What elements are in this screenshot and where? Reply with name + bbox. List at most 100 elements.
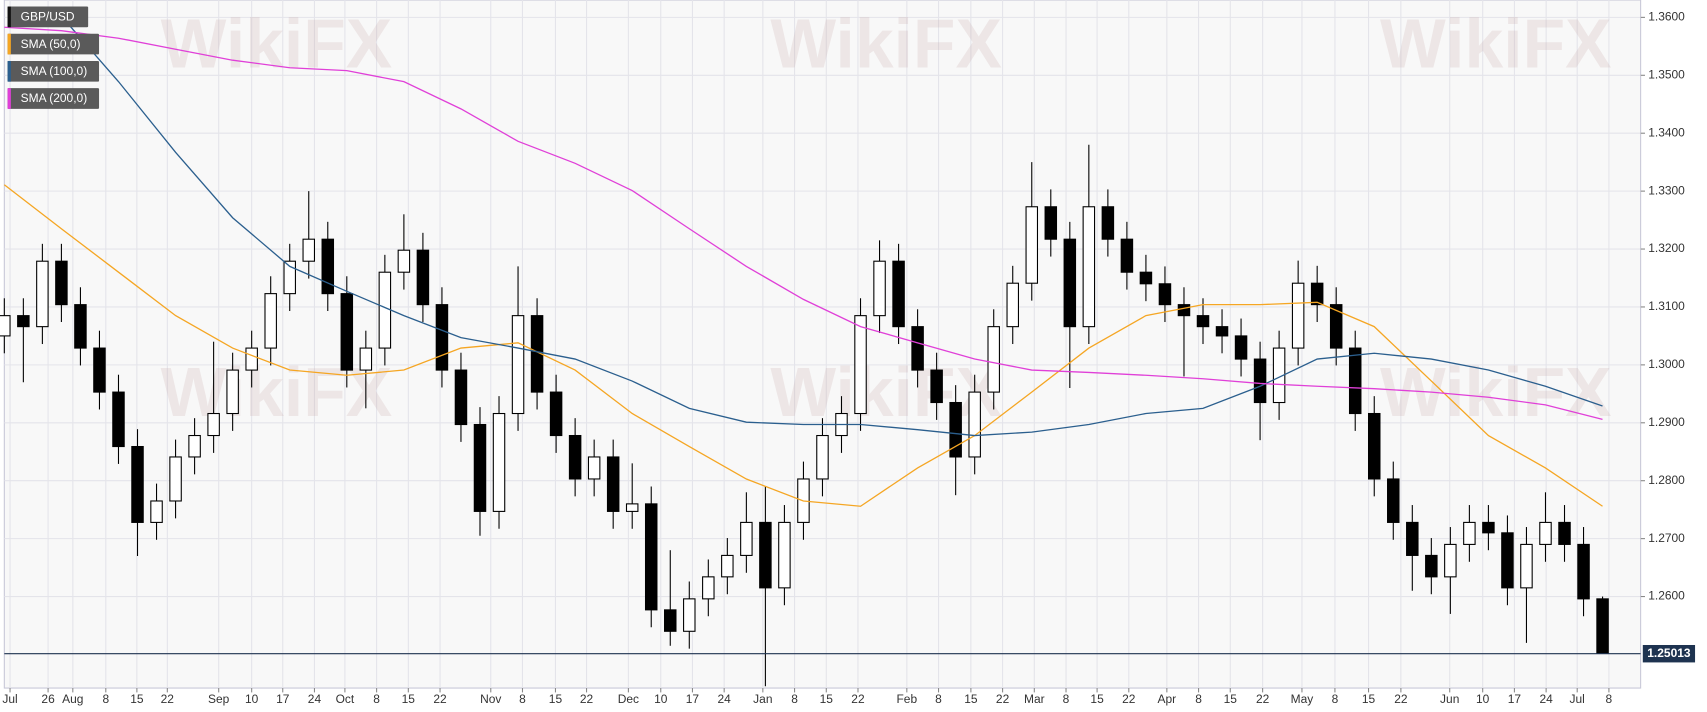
sma-line [3,184,1603,507]
watermark: WikiFX [161,4,393,82]
candle-body [511,315,525,415]
candle-body [549,391,563,437]
watermark: WikiFX [161,353,393,431]
candle-body [74,304,87,349]
candle-body [759,521,772,589]
x-tick-label: 15 [130,692,144,706]
x-tick-label: 17 [1508,692,1522,706]
legend-swatch [7,88,11,109]
legend-box [7,60,100,82]
candle-body [1063,238,1077,328]
candle-body [36,260,49,328]
candle-body [721,554,734,578]
candle-body [17,315,30,328]
candle-body [949,401,962,458]
candle-body [606,456,620,512]
candle-body [683,598,696,632]
x-tick-label: 8 [1063,692,1070,706]
candle-body [968,391,981,458]
candle-body [664,609,677,632]
candle-body [568,434,582,480]
x-tick-label: 8 [935,692,942,706]
x-tick-label: 8 [791,692,798,706]
candle-body [1101,206,1115,240]
x-tick-label: 22 [161,692,175,706]
plot-area [3,0,1642,689]
candle-body [1387,478,1400,523]
candle-body [1406,521,1419,556]
x-tick-label: 8 [102,692,109,706]
x-tick-label: 8 [519,692,526,706]
candle-body [530,315,544,393]
x-tick-label: 22 [1256,692,1270,706]
candle-body [1215,326,1229,337]
candle-body [625,503,639,512]
candle-body [245,347,258,371]
x-tick-label: 10 [654,692,668,706]
x-tick-label: 22 [580,692,594,706]
candle-body [378,271,392,349]
x-tick-label: 10 [245,692,259,706]
x-tick-label: Feb [897,692,918,706]
candle-body [1120,238,1134,273]
x-tick-label: 22 [996,692,1010,706]
x-tick-label: Sep [208,692,230,706]
candle-body [435,304,449,371]
candle-body [778,521,791,589]
x-tick-label: Apr [1158,692,1177,706]
x-tick-label: 26 [41,692,55,706]
candle-body [283,260,296,295]
candle-body [473,423,487,512]
candle-body [55,260,68,306]
legend-box [7,33,100,55]
legend-swatch [7,6,11,28]
candle-body [1253,358,1267,404]
candle-body [264,293,277,349]
watermark: WikiFX [1380,4,1612,82]
candle-body [1006,282,1019,328]
candle-body [1425,554,1438,578]
candle-body [911,326,924,371]
candle-body [854,315,867,415]
candle-body [302,238,316,262]
candle-body [892,260,905,328]
candle-body [702,576,715,600]
candle-body [1444,543,1457,578]
legend-label: GBP/USD [21,10,75,24]
grid [4,0,1641,689]
x-tick-label: 17 [276,692,290,706]
x-tick-label: Aug [62,692,83,706]
x-tick-label: Mar [1024,692,1045,706]
x-tick-label: 15 [402,692,416,706]
overlays [3,15,1603,507]
sma-line [4,26,1603,420]
candle-body [416,249,430,306]
candle-body [1291,282,1305,349]
legend-box [7,88,100,109]
candle-body [169,456,182,502]
last-price-box [1642,644,1696,663]
x-tick-label: 17 [686,692,700,706]
x-tick-label: 22 [1394,692,1408,706]
legend-label: SMA (50,0) [21,37,81,51]
candle-body [0,315,11,337]
watermark: WikiFX [770,4,1002,82]
y-tick-label: 1.3500 [1648,67,1685,81]
x-tick-label: 24 [308,692,322,706]
x-tick-label: 15 [964,692,978,706]
candle-body [1139,271,1153,285]
candle-body [1196,315,1210,328]
y-tick-label: 1.2600 [1648,589,1685,603]
x-tick-label: 8 [1606,692,1613,706]
candle-body [1539,521,1552,545]
candle-body [226,369,239,415]
candle-body [454,369,468,426]
candle-body [1158,283,1172,306]
y-tick-label: 1.3100 [1648,299,1685,313]
legend: GBP/USD SMA (50,0) SMA (100,0) SMA (200,0) [7,6,100,109]
x-tick-label: 8 [1195,692,1202,706]
x-tick-label: Jul [1570,692,1585,706]
candle-body [207,412,220,437]
candle-body [1329,304,1343,349]
